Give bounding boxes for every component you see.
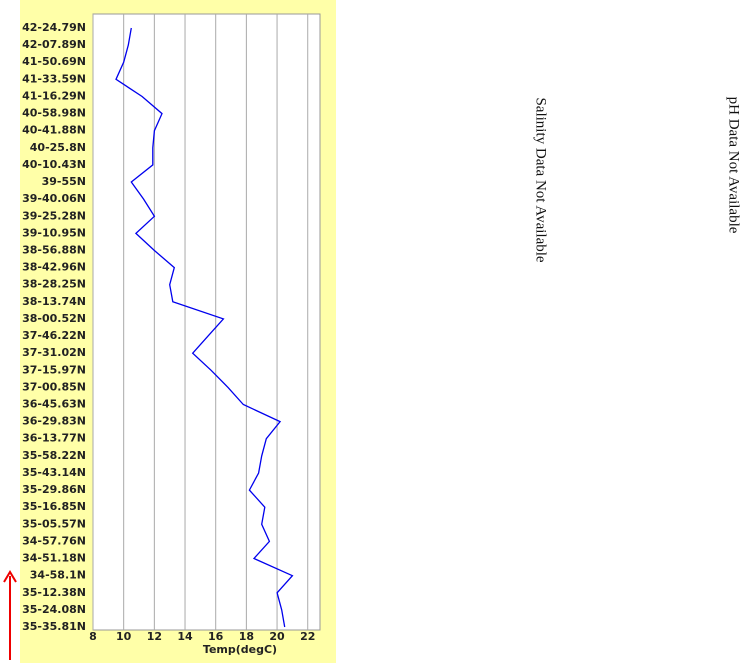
y-tick-label: 41-16.29N xyxy=(22,89,86,102)
y-tick-label: 34-51.18N xyxy=(22,552,86,565)
y-tick-label: 36-13.77N xyxy=(22,432,86,445)
x-tick-label: 14 xyxy=(177,630,193,643)
y-tick-label: 39-25.28N xyxy=(22,209,86,222)
x-tick-label: 16 xyxy=(208,630,224,643)
y-tick-label: 37-31.02N xyxy=(22,346,86,359)
x-tick-label: 22 xyxy=(300,630,315,643)
temp-line xyxy=(115,27,294,628)
y-tick-label: 35-05.57N xyxy=(22,517,86,530)
x-tick-label: 10 xyxy=(116,630,132,643)
y-tick-label: 38-42.96N xyxy=(22,261,86,274)
y-tick-label: 40-25.8N xyxy=(30,141,86,154)
y-tick-label: 39-40.06N xyxy=(22,192,86,205)
y-tick-label: 35-43.14N xyxy=(22,466,86,479)
arrow-head xyxy=(3,570,17,583)
x-axis-label: Temp(degC) xyxy=(203,643,277,656)
y-tick-label: 39-10.95N xyxy=(22,226,86,239)
x-tick-label: 8 xyxy=(89,630,97,643)
x-tick-label: 18 xyxy=(239,630,254,643)
ph-message: pH Data Not Available xyxy=(726,97,742,234)
y-tick-label: 34-57.76N xyxy=(22,534,86,547)
y-tick-label: 39-55N xyxy=(42,175,86,188)
y-tick-label: 35-24.08N xyxy=(22,603,86,616)
y-tick-label: 42-07.89N xyxy=(22,38,86,51)
y-tick-label: 38-56.88N xyxy=(22,243,86,256)
y-tick-label: 37-00.85N xyxy=(22,380,86,393)
y-tick-label: 34-58.1N xyxy=(30,569,86,582)
y-tick-label: 36-29.83N xyxy=(22,415,86,428)
y-tick-label: 38-00.52N xyxy=(22,312,86,325)
plot-area xyxy=(92,13,321,631)
y-tick-label: 38-28.25N xyxy=(22,278,86,291)
y-tick-label: 41-33.59N xyxy=(22,72,86,85)
y-tick-label: 35-35.81N xyxy=(22,620,86,633)
y-tick-label: 40-58.98N xyxy=(22,107,86,120)
y-tick-label: 35-16.85N xyxy=(22,500,86,513)
y-tick-label: 38-13.74N xyxy=(22,295,86,308)
salinity-message: Salinity Data Not Available xyxy=(533,97,549,262)
x-tick-label: 12 xyxy=(147,630,162,643)
x-tick-label: 20 xyxy=(269,630,285,643)
y-tick-label: 35-58.22N xyxy=(22,449,86,462)
y-tick-label: 35-29.86N xyxy=(22,483,86,496)
y-tick-label: 41-50.69N xyxy=(22,55,86,68)
y-tick-label: 42-24.79N xyxy=(22,21,86,34)
y-tick-label: 40-41.88N xyxy=(22,124,86,137)
y-tick-label: 40-10.43N xyxy=(22,158,86,171)
y-tick-label: 37-46.22N xyxy=(22,329,86,342)
y-tick-label: 35-12.38N xyxy=(22,586,86,599)
y-tick-label: 36-45.63N xyxy=(22,398,86,411)
y-tick-label: 37-15.97N xyxy=(22,363,86,376)
